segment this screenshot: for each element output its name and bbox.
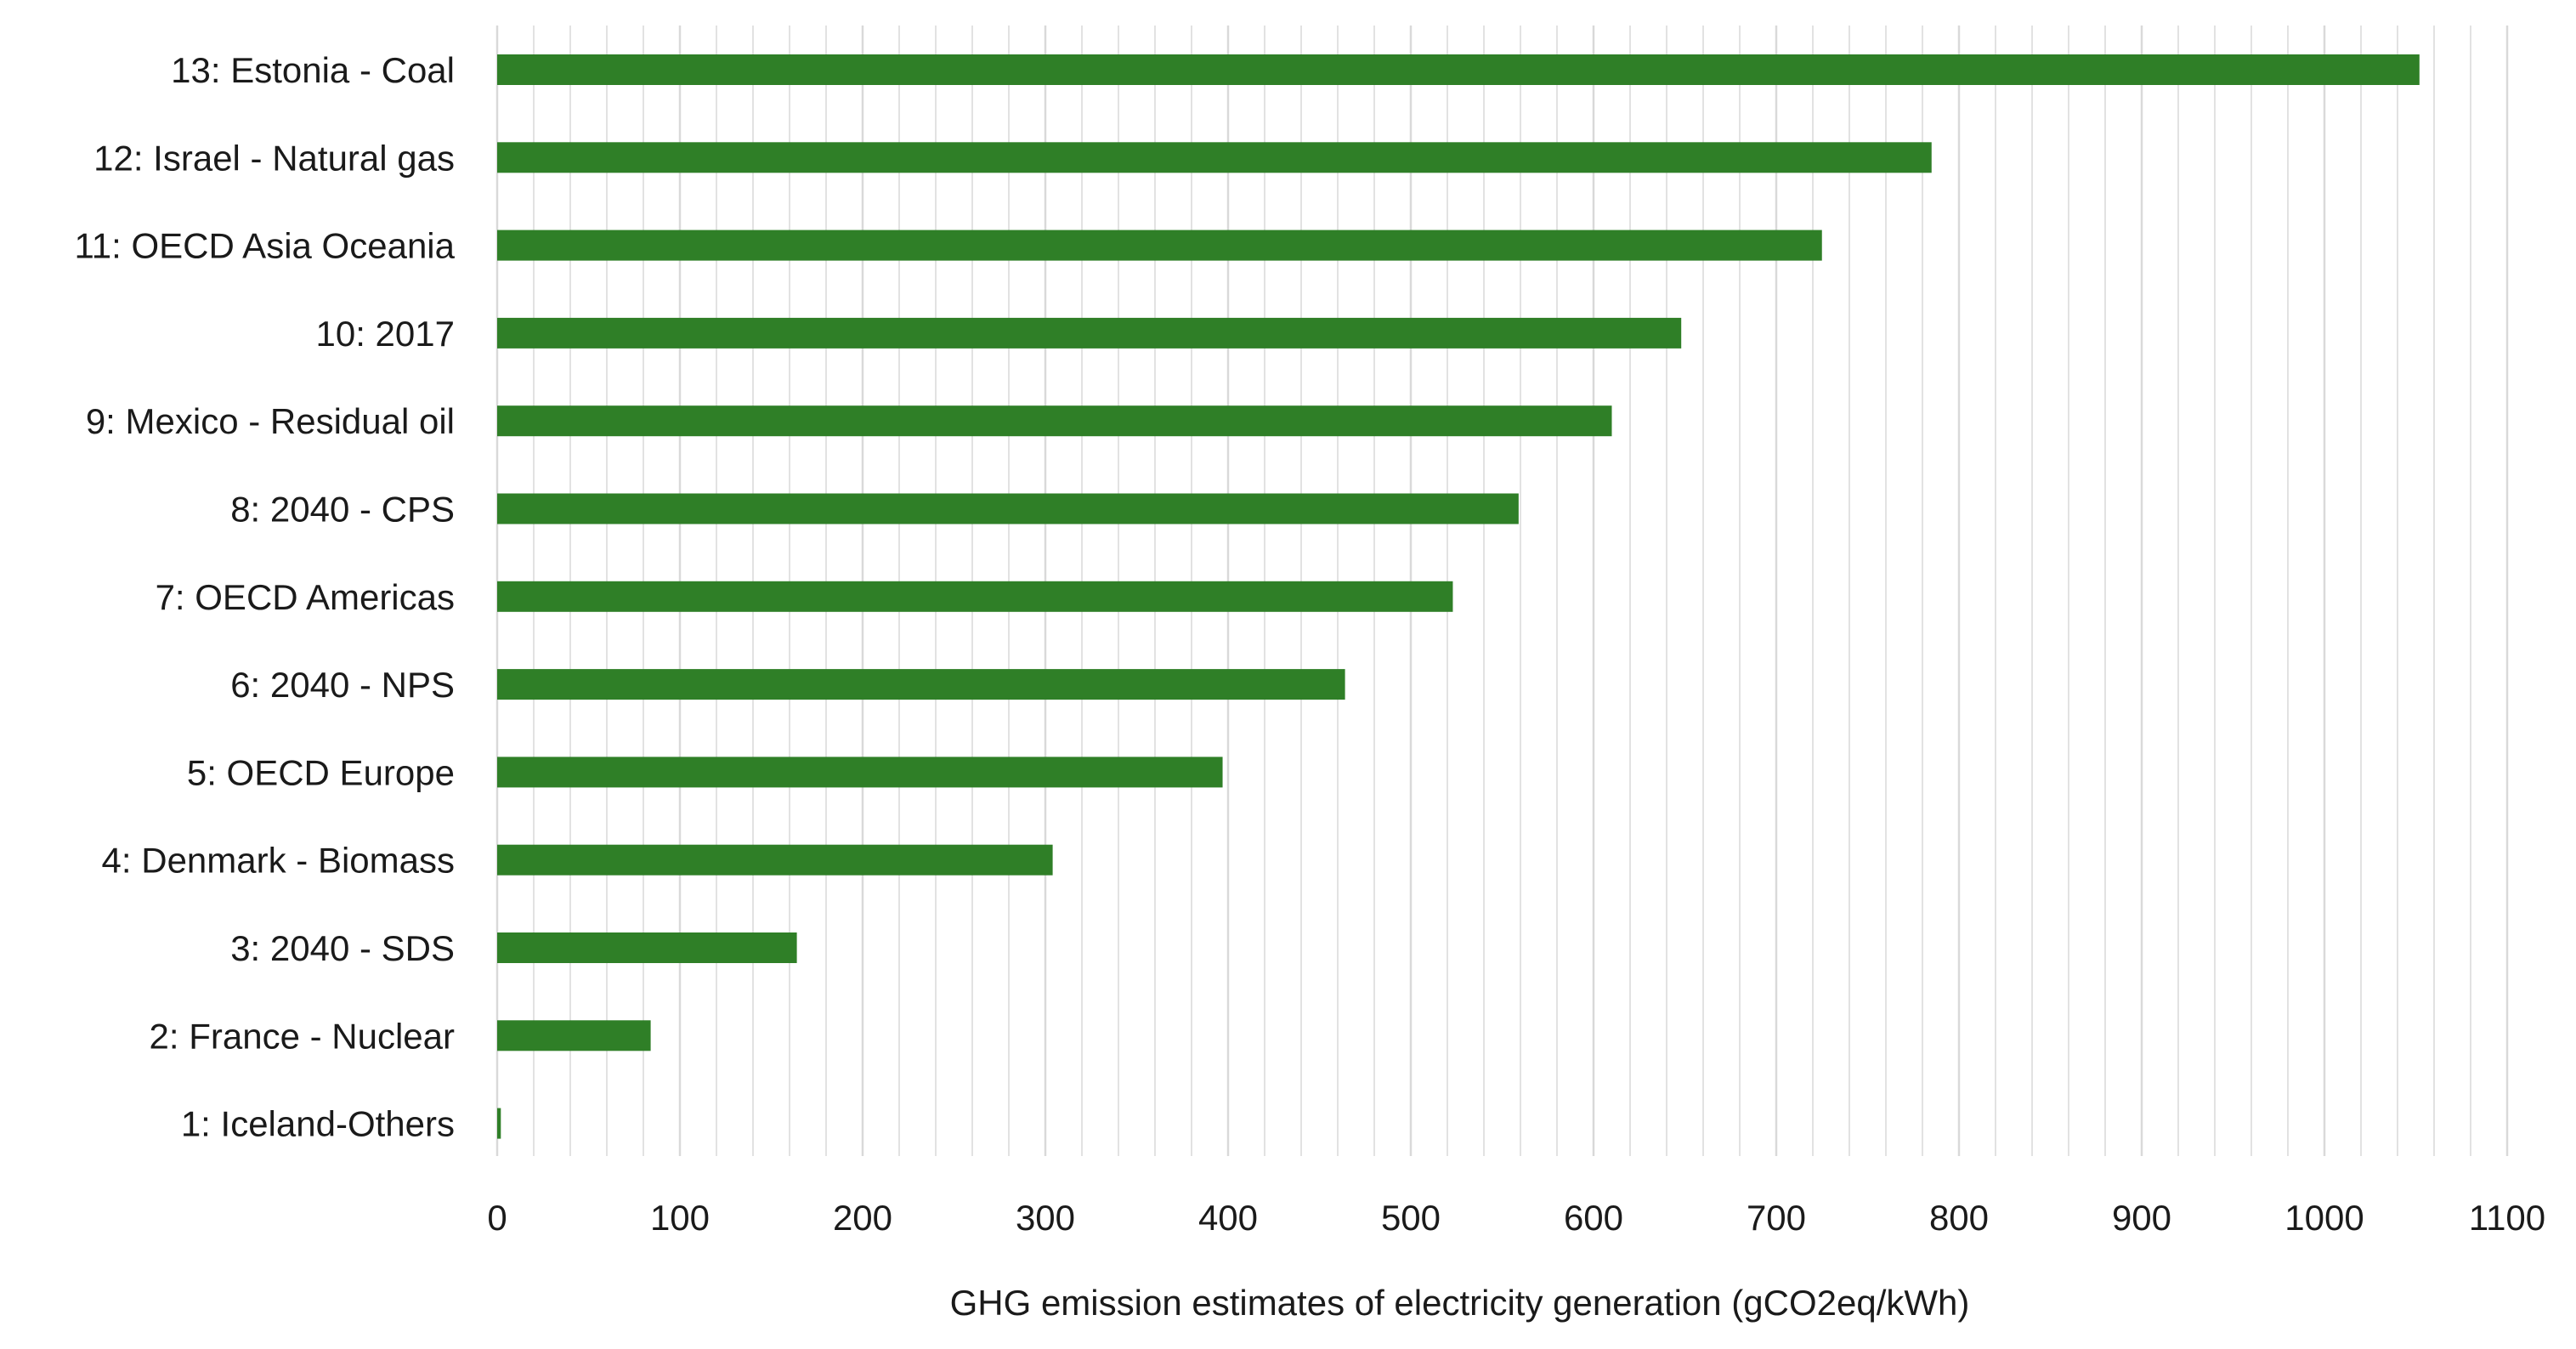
x-tick-label: 200	[833, 1198, 892, 1238]
category-label: 5: OECD Europe	[187, 752, 455, 792]
category-label: 9: Mexico - Residual oil	[86, 401, 455, 441]
x-tick-label: 100	[650, 1198, 710, 1238]
x-tick-label: 0	[487, 1198, 507, 1238]
category-label: 2: France - Nuclear	[150, 1016, 455, 1056]
bar	[497, 1020, 651, 1051]
x-tick-label: 400	[1198, 1198, 1258, 1238]
bar	[497, 493, 1519, 524]
bar	[497, 405, 1612, 437]
bar	[497, 230, 1822, 261]
category-label: 4: Denmark - Biomass	[102, 841, 455, 881]
category-label: 8: 2040 - CPS	[230, 490, 455, 530]
x-tick-label: 1000	[2284, 1198, 2364, 1238]
bar	[497, 142, 1932, 173]
category-labels: 1: Iceland-Others 2: France - Nuclear 3: 2…	[75, 50, 456, 1144]
x-tick-label: 700	[1747, 1198, 1806, 1238]
x-tick-label: 500	[1381, 1198, 1441, 1238]
category-label: 3: 2040 - SDS	[230, 928, 455, 968]
x-tick-label: 300	[1016, 1198, 1075, 1238]
bar	[497, 844, 1053, 876]
x-axis-title: GHG emission estimates of electricity ge…	[950, 1283, 1970, 1323]
x-tick-label: 600	[1564, 1198, 1623, 1238]
category-label: 10: 2017	[316, 314, 456, 354]
category-label: 12: Israel - Natural gas	[93, 138, 455, 178]
x-tick-labels: 0 100 200 300 400 500 600 700 800 900 1000 1100	[487, 1198, 2545, 1238]
bar	[497, 1108, 501, 1139]
bar	[497, 54, 2420, 85]
bar	[497, 317, 1682, 349]
bar	[497, 669, 1345, 700]
category-label: 11: OECD Asia Oceania	[75, 226, 456, 266]
category-label: 1: Iceland-Others	[181, 1104, 455, 1144]
x-tick-label: 800	[1929, 1198, 1989, 1238]
bar	[497, 932, 797, 963]
x-tick-label: 1100	[2469, 1198, 2545, 1238]
bars	[497, 54, 2420, 1139]
category-label: 7: OECD Americas	[156, 577, 455, 617]
category-label: 13: Estonia - Coal	[171, 50, 455, 90]
bar	[497, 581, 1453, 612]
bar	[497, 757, 1223, 788]
category-label: 6: 2040 - NPS	[230, 665, 455, 705]
x-tick-label: 900	[2112, 1198, 2171, 1238]
